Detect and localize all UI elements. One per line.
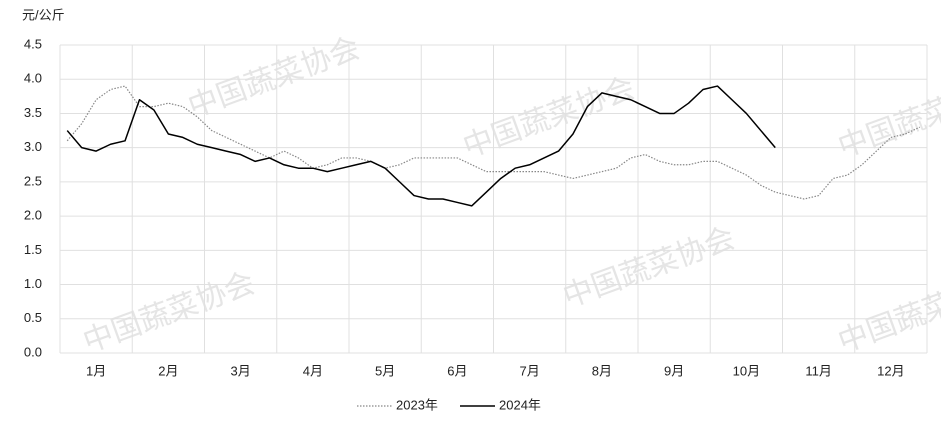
series-line [66, 85, 776, 207]
y-tick-label: 0.0 [24, 344, 42, 359]
y-tick-label: 3.5 [24, 105, 42, 120]
y-tick-label: 1.0 [24, 276, 42, 291]
y-tick-label: 1.5 [24, 242, 42, 257]
y-tick-label: 3.0 [24, 139, 42, 154]
x-tick-label: 12月 [877, 363, 904, 378]
x-tick-label: 11月 [805, 363, 832, 378]
x-tick-label: 2月 [158, 363, 178, 378]
x-tick-label: 9月 [664, 363, 684, 378]
x-tick-label: 7月 [520, 363, 540, 378]
legend-label: 2024年 [499, 397, 541, 412]
y-tick-label: 2.5 [24, 173, 42, 188]
x-tick-label: 6月 [447, 363, 467, 378]
series-line [66, 85, 921, 200]
x-tick-label: 4月 [303, 363, 323, 378]
watermark: 中国蔬菜协会 [459, 71, 639, 164]
y-axis-label: 元/公斤 [22, 7, 65, 22]
watermark: 中国蔬菜协会 [834, 71, 941, 164]
legend-label: 2023年 [396, 397, 438, 412]
x-tick-label: 8月 [592, 363, 612, 378]
watermark: 中国蔬菜协会 [79, 266, 259, 359]
x-tick-label: 5月 [375, 363, 395, 378]
y-tick-label: 2.0 [24, 208, 42, 223]
y-tick-label: 4.0 [24, 71, 42, 86]
y-tick-label: 4.5 [24, 36, 42, 51]
watermark: 中国蔬菜协会 [834, 266, 941, 359]
watermark: 中国蔬菜协会 [559, 221, 739, 314]
x-tick-label: 3月 [231, 363, 251, 378]
x-tick-label: 1月 [86, 363, 106, 378]
y-tick-label: 0.5 [24, 310, 42, 325]
x-tick-label: 10月 [733, 363, 760, 378]
